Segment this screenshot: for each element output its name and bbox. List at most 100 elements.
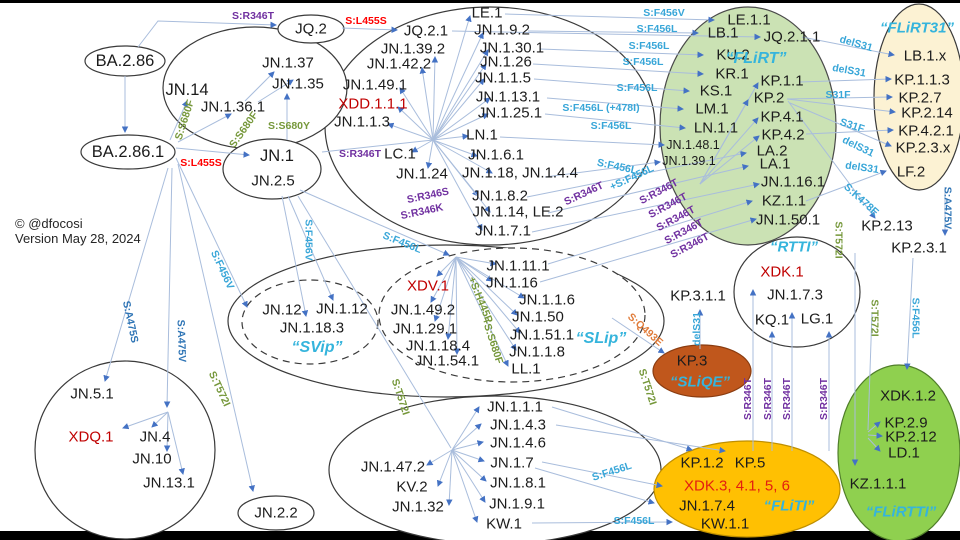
mutation-label-r346t: S:R346T bbox=[741, 377, 754, 421]
node-jn182: JN.1.8.2 bbox=[472, 187, 528, 205]
node-xdk12: XDK.1.2 bbox=[880, 387, 936, 405]
node-kr1: KR.1 bbox=[715, 65, 749, 83]
mutation-label-l455s: S:L455S bbox=[180, 156, 222, 169]
jn51-group-circle bbox=[34, 360, 216, 540]
node-le1: LE.1 bbox=[471, 4, 503, 22]
node-jq211: JQ.2.1.1 bbox=[763, 28, 821, 46]
node-lf2: LF.2 bbox=[896, 163, 926, 181]
mutation-label-f456l: S:F456L bbox=[622, 55, 664, 68]
node-jn115: JN.1.1.5 bbox=[475, 69, 531, 87]
node-jn1: JN.1 bbox=[260, 146, 294, 165]
node-ku2: KU.2 bbox=[716, 46, 750, 64]
node-jn1361: JN.1.36.1 bbox=[200, 98, 266, 116]
node-jn124: JN.1.24 bbox=[396, 165, 448, 183]
node-ba286: BA.2.86 bbox=[95, 51, 155, 70]
node-lm1: LM.1 bbox=[695, 100, 729, 118]
node-jq21: JQ.2.1 bbox=[403, 22, 449, 40]
node-jn1291: JN.1.29.1 bbox=[392, 320, 458, 338]
node-jq2: JQ.2 bbox=[295, 20, 327, 38]
node-xdv1: XDV.1 bbox=[407, 277, 449, 295]
node-xdk3456: XDK.3, 4.1, 5, 6 bbox=[684, 477, 790, 495]
node-kp213: KP.2.13 bbox=[861, 217, 913, 235]
node-jn25: JN.2.5 bbox=[251, 172, 295, 190]
mutation-label-r346t: S:R346T bbox=[817, 377, 830, 421]
node-jn137: JN.1.37 bbox=[262, 54, 314, 72]
node-jn114-le2: JN.1.14, LE.2 bbox=[472, 203, 564, 221]
node-la1: LA.1 bbox=[759, 155, 791, 173]
node-jn1184: JN.1.18.4 bbox=[405, 337, 471, 355]
mutation-label-s31f: S31F bbox=[825, 88, 851, 101]
copyright-text: © @dfocosi bbox=[15, 216, 83, 231]
node-jn4: JN.4 bbox=[139, 428, 171, 446]
node-jn143: JN.1.4.3 bbox=[490, 416, 546, 434]
node-kw1: KW.1 bbox=[486, 515, 522, 533]
node-la2: LA.2 bbox=[756, 142, 788, 160]
mutation-label-dels31: delS31 bbox=[690, 312, 703, 346]
node-jn51: JN.5.1 bbox=[70, 385, 114, 403]
mutation-label-f456l: S:F456L bbox=[616, 81, 658, 94]
mutation-label-r346t: S:R346T bbox=[761, 377, 774, 421]
node-jn1541: JN.1.54.1 bbox=[414, 352, 480, 370]
node-jn173: JN.1.7.3 bbox=[767, 286, 823, 304]
node-xdk1: XDK.1 bbox=[760, 263, 804, 281]
node-jn146: JN.1.4.6 bbox=[490, 434, 546, 452]
node-jn171: JN.1.7.1 bbox=[475, 222, 531, 240]
node-kp421: KP.4.2.1 bbox=[898, 122, 954, 140]
node-jn116: JN.1.16 bbox=[486, 274, 538, 292]
node-jn191: JN.1.9.1 bbox=[489, 495, 545, 513]
node-lg1: LG.1 bbox=[800, 310, 834, 328]
node-lb1x: LB.1.x bbox=[903, 47, 947, 65]
cluster-label-slip: “SLip” bbox=[575, 330, 627, 347]
mutation-label-f456v: S:F456V bbox=[302, 219, 315, 261]
node-ks1: KS.1 bbox=[699, 82, 733, 100]
mutation-label-f456l: S:F456L bbox=[628, 39, 670, 52]
mutation-label-f456l: S:F456L bbox=[909, 297, 922, 339]
mutation-label-a475v: S:A475V bbox=[174, 319, 188, 363]
node-kp27: KP.2.7 bbox=[898, 89, 942, 107]
node-jn1161: JN.1.16.1 bbox=[760, 173, 826, 191]
node-jn1301: JN.1.30.1 bbox=[479, 39, 545, 57]
node-jn181: JN.1.8.1 bbox=[490, 474, 546, 492]
node-jn135: JN.1.35 bbox=[272, 75, 324, 93]
node-jn150: JN.1.50 bbox=[512, 308, 564, 326]
node-le11: LE.1.1 bbox=[727, 11, 771, 29]
node-kw11: KW.1.1 bbox=[700, 515, 750, 533]
node-kp11: KP.1.1 bbox=[760, 72, 804, 90]
node-jn1-1-8: JN.1.1.8 bbox=[509, 343, 565, 361]
mutation-label-f456l: S:F456L bbox=[590, 119, 632, 132]
node-jn12: JN.12 bbox=[262, 301, 302, 319]
node-jn192: JN.1.9.2 bbox=[474, 21, 530, 39]
node-jn1111: JN.1.11.1 bbox=[486, 257, 550, 275]
cluster-label-rtti: “RTTI” bbox=[769, 238, 819, 256]
node-jn1501: JN.1.50.1 bbox=[755, 211, 821, 229]
node-jn113: JN.1.1.3 bbox=[334, 113, 390, 131]
node-jn1183: JN.1.18.3 bbox=[279, 319, 345, 337]
mutation-label-f456l: S:F456L bbox=[613, 514, 655, 527]
ba2861-ellipse bbox=[80, 134, 176, 170]
mutation-label-a475v: S:A475V bbox=[941, 186, 954, 230]
node-jn1481: JN.1.48.1 bbox=[666, 137, 720, 152]
node-jn1-1-1: JN.1.1.1 bbox=[487, 398, 543, 416]
node-ll1: LL.1 bbox=[511, 360, 541, 378]
mutation-label-l455s: S:L455S bbox=[345, 14, 387, 27]
node-ln11: LN.1.1 bbox=[693, 119, 739, 137]
node-kp12: KP.1.2 bbox=[680, 454, 724, 472]
node-jn126: JN.1.26 bbox=[480, 53, 532, 71]
mutation-label-t572i: S:T572I bbox=[868, 299, 881, 337]
cluster-label-flirtti: “FLiRTTI” bbox=[865, 503, 937, 521]
mutation-label-r346t: S:R346T bbox=[231, 9, 275, 22]
node-kp2: KP.2 bbox=[753, 89, 785, 107]
node-ln1: LN.1 bbox=[466, 126, 498, 144]
node-lc1: LC.1 bbox=[384, 145, 416, 163]
mutation-label-t572i: S:T572I bbox=[832, 221, 845, 259]
node-kp23x: KP.2.3.x bbox=[895, 139, 951, 157]
node-jn1491: JN.1.49.1 bbox=[342, 76, 408, 94]
node-jn131: JN.13.1 bbox=[143, 474, 195, 492]
node-jn17: JN.1.7 bbox=[490, 454, 534, 472]
mutation-label-f456l: S:F456L bbox=[636, 22, 678, 35]
node-jn22: JN.2.2 bbox=[254, 504, 298, 522]
node-jn14: JN.14 bbox=[165, 80, 209, 99]
mutation-label-f456l-478i: S:F456L (+478I) bbox=[562, 101, 640, 114]
cluster-label-svip: “SVip” bbox=[291, 339, 343, 356]
